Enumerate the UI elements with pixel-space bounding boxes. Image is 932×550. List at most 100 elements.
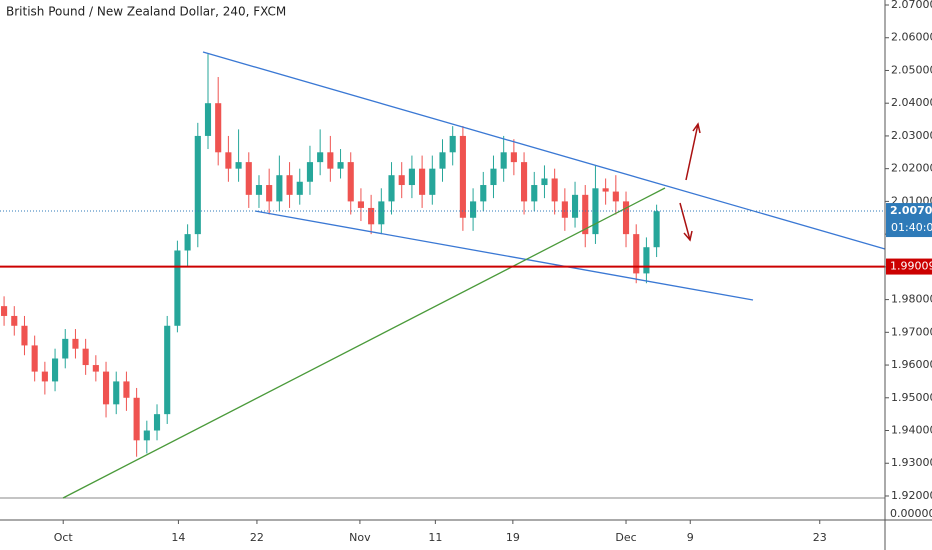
candle-body	[510, 152, 517, 163]
candle-body	[521, 162, 528, 202]
candle-body	[500, 152, 507, 169]
y-tick-label: 2.03000	[891, 129, 932, 142]
last-price-label: 2.00705	[890, 204, 932, 217]
countdown-label: 01:40:09	[891, 221, 932, 234]
candle-body	[21, 325, 28, 346]
candle-body	[582, 194, 589, 235]
candle-body	[622, 201, 630, 235]
candle-body	[643, 247, 650, 274]
candle-body	[480, 185, 487, 202]
candle-body	[82, 348, 89, 366]
x-tick-label: Oct	[54, 531, 74, 544]
candle-body	[561, 201, 568, 218]
candle-body	[31, 345, 38, 372]
candle-body	[602, 188, 609, 192]
y-tick-label: 1.97000	[891, 325, 932, 338]
x-tick-label: 11	[428, 531, 442, 544]
candle-body	[245, 162, 252, 195]
candle-body	[225, 152, 232, 169]
last-price-tag	[886, 203, 932, 238]
support-trendline	[62, 187, 666, 499]
candle-body	[204, 103, 212, 136]
candles	[1, 54, 660, 457]
y-tick-label: 1.92000	[891, 489, 932, 502]
arrows	[679, 122, 701, 242]
candle-body	[164, 325, 171, 415]
candle-body	[398, 175, 405, 186]
candle-body	[11, 315, 18, 326]
scale-label: 0.00000	[890, 507, 932, 520]
chart-title: British Pound / New Zealand Dollar, 240,…	[6, 5, 286, 19]
candle-body	[571, 194, 579, 218]
x-tick-label: 9	[687, 531, 694, 544]
y-tick-label: 2.05000	[891, 63, 932, 76]
candle-body	[41, 371, 48, 382]
y-tick-label: 2.02000	[891, 162, 932, 175]
candle-body	[113, 381, 120, 405]
candle-body	[419, 168, 426, 195]
candle-body	[215, 103, 222, 153]
candle-body	[123, 381, 130, 398]
candle-body	[357, 201, 364, 208]
price-tag	[886, 258, 932, 275]
candle-body	[459, 135, 466, 218]
candle-body	[347, 162, 354, 202]
y-tick-label: 1.96000	[891, 358, 932, 371]
x-tick-label: 19	[506, 531, 520, 544]
price-tag-label: 1.99009	[890, 260, 932, 273]
candle-body	[490, 168, 497, 186]
candle-body	[143, 430, 150, 441]
lower-trendline	[254, 210, 754, 301]
x-tick-label: Nov	[349, 531, 371, 544]
candle-body	[470, 201, 477, 218]
y-tick-label: 2.07000	[891, 0, 932, 11]
candle-body	[531, 185, 538, 202]
candle-body	[408, 168, 415, 186]
candle-body	[317, 152, 324, 163]
candle-body	[92, 365, 99, 372]
candle-body	[174, 250, 181, 326]
candle-body	[153, 414, 161, 431]
candle-body	[51, 358, 59, 382]
candle-body	[449, 135, 456, 153]
candle-body	[194, 135, 201, 235]
x-tick-label: 14	[171, 531, 185, 544]
candle-body	[633, 234, 640, 274]
candle-body	[612, 191, 619, 202]
candle-body	[296, 181, 303, 195]
y-tick-label: 1.95000	[891, 391, 932, 404]
candle-body	[653, 211, 660, 248]
candle-body	[133, 397, 140, 441]
candle-body	[337, 162, 344, 169]
x-tick-label: 22	[250, 531, 264, 544]
candle-body	[72, 338, 79, 349]
candle-body	[541, 178, 548, 186]
candle-body	[388, 175, 395, 202]
x-tick-label: Dec	[615, 531, 636, 544]
upper-trendline	[202, 51, 886, 250]
x-tick-label: 23	[813, 531, 827, 544]
candle-body	[368, 207, 375, 225]
candle-body	[378, 201, 385, 225]
overlay	[0, 210, 885, 268]
candle-body	[62, 338, 69, 359]
candle-body	[286, 175, 293, 195]
candle-body	[592, 188, 599, 235]
candle-body	[235, 162, 242, 169]
candle-body	[429, 168, 436, 195]
y-tick-label: 2.06000	[891, 31, 932, 44]
y-tick-label: 1.93000	[891, 456, 932, 469]
candle-body	[1, 306, 8, 316]
candle-body	[306, 162, 314, 182]
candle-body	[439, 152, 446, 169]
candle-body	[184, 234, 191, 251]
y-tick-label: 2.04000	[891, 96, 932, 109]
candle-body	[551, 178, 558, 202]
candle-body	[276, 175, 283, 202]
candle-body	[327, 152, 334, 169]
candle-body	[255, 185, 263, 195]
candle-body	[266, 185, 273, 202]
y-tick-label: 1.94000	[891, 424, 932, 437]
